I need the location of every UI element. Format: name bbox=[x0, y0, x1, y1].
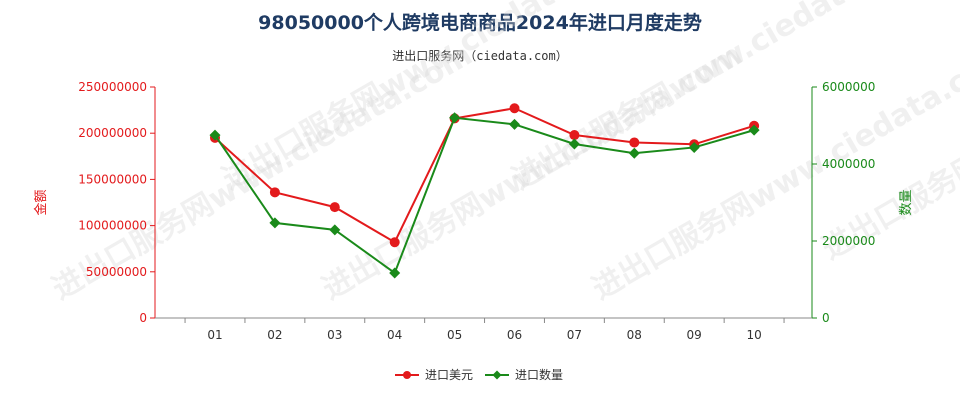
data-point-quantity bbox=[688, 141, 700, 153]
watermark-text: 进出口服务网www.ciedata.com bbox=[587, 37, 960, 307]
data-point-quantity bbox=[209, 129, 221, 141]
right-axis-tick-label: 2000000 bbox=[822, 234, 875, 248]
data-point-quantity bbox=[269, 217, 281, 229]
legend-label: 进口美元 bbox=[425, 368, 473, 382]
right-axis-tick-label: 0 bbox=[822, 311, 830, 325]
data-point-amount bbox=[269, 187, 280, 198]
data-point-quantity bbox=[628, 147, 640, 159]
right-axis-title: 数量 bbox=[899, 189, 914, 215]
legend-label: 进口数量 bbox=[515, 367, 563, 382]
x-axis-tick-label: 03 bbox=[327, 328, 342, 342]
legend-marker bbox=[403, 371, 411, 379]
x-axis-tick-label: 10 bbox=[746, 328, 761, 342]
right-axis-tick-label: 6000000 bbox=[822, 80, 875, 94]
left-axis-tick-label: 150000000 bbox=[78, 172, 147, 186]
x-axis-tick-label: 06 bbox=[507, 328, 522, 342]
series-line-quantity bbox=[214, 116, 755, 275]
left-axis-tick-label: 200000000 bbox=[78, 126, 147, 140]
data-point-amount bbox=[569, 130, 580, 141]
series-line-amount bbox=[214, 107, 755, 244]
data-point-amount bbox=[329, 202, 340, 213]
x-axis-tick-label: 02 bbox=[267, 328, 282, 342]
left-axis-tick-label: 50000000 bbox=[86, 265, 147, 279]
right-axis-tick-label: 4000000 bbox=[822, 157, 875, 171]
x-axis-tick-label: 08 bbox=[627, 328, 642, 342]
data-point-quantity bbox=[449, 112, 461, 124]
data-point-quantity bbox=[509, 118, 520, 130]
watermark-text: 进出口服务网www.ciedata.com bbox=[217, 0, 649, 197]
left-axis-tick-label: 250000000 bbox=[78, 80, 147, 94]
x-axis-tick-label: 04 bbox=[387, 328, 402, 342]
x-axis-tick-label: 01 bbox=[207, 328, 222, 342]
legend-marker bbox=[492, 370, 502, 380]
data-point-quantity bbox=[389, 267, 401, 279]
data-point-quantity bbox=[748, 124, 760, 136]
x-axis-tick-label: 07 bbox=[567, 328, 582, 342]
left-axis-tick-label: 0 bbox=[139, 311, 147, 325]
chart-title: 98050000个人跨境电商商品2024年进口月度走势 bbox=[258, 12, 702, 34]
data-point-amount bbox=[509, 103, 520, 114]
chart-subtitle: 进出口服务网（ciedata.com） bbox=[392, 49, 568, 63]
data-point-quantity bbox=[568, 138, 580, 150]
data-point-amount bbox=[389, 237, 400, 248]
data-point-quantity bbox=[329, 224, 341, 236]
x-axis-tick-label: 09 bbox=[687, 328, 702, 342]
left-axis-tick-label: 100000000 bbox=[78, 219, 147, 233]
data-point-amount bbox=[629, 137, 640, 148]
left-axis-title: 金额 bbox=[33, 189, 49, 215]
x-axis-tick-label: 05 bbox=[447, 328, 462, 342]
